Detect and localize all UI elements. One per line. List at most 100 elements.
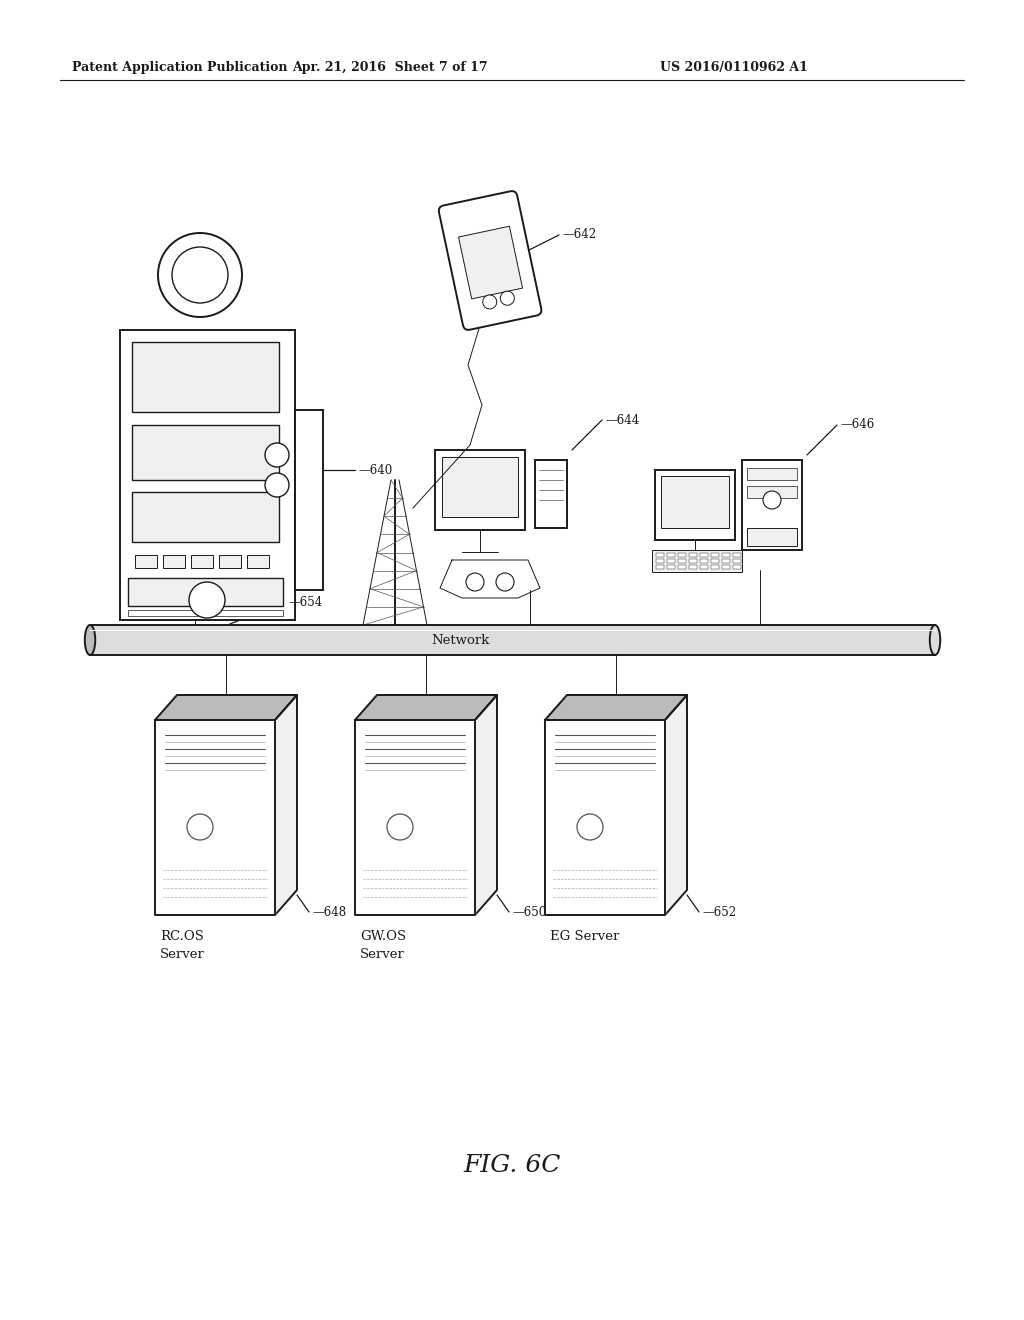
Text: Patent Application Publication: Patent Application Publication bbox=[72, 62, 288, 74]
Bar bbox=[135, 554, 157, 568]
Text: EG Server: EG Server bbox=[550, 931, 620, 944]
Bar bbox=[128, 610, 283, 616]
Bar bbox=[196, 591, 214, 602]
Polygon shape bbox=[275, 696, 297, 915]
Bar bbox=[152, 591, 170, 602]
Circle shape bbox=[189, 582, 225, 618]
Bar bbox=[678, 565, 686, 569]
Bar bbox=[722, 565, 730, 569]
Bar bbox=[191, 554, 213, 568]
Circle shape bbox=[496, 573, 514, 591]
Bar bbox=[711, 558, 719, 564]
Text: —646: —646 bbox=[840, 418, 874, 432]
Polygon shape bbox=[475, 696, 497, 915]
Bar bbox=[174, 591, 193, 602]
Bar bbox=[700, 558, 708, 564]
Bar bbox=[656, 565, 664, 569]
Bar bbox=[655, 470, 735, 540]
Circle shape bbox=[466, 573, 484, 591]
Polygon shape bbox=[545, 696, 687, 719]
Circle shape bbox=[187, 814, 213, 840]
Bar bbox=[722, 553, 730, 557]
Text: —654: —654 bbox=[288, 595, 323, 609]
Polygon shape bbox=[665, 696, 687, 915]
Circle shape bbox=[501, 292, 514, 305]
Bar bbox=[733, 565, 741, 569]
Bar bbox=[667, 558, 675, 564]
Bar bbox=[90, 624, 935, 655]
FancyBboxPatch shape bbox=[439, 191, 542, 330]
Bar bbox=[132, 425, 279, 480]
Circle shape bbox=[158, 234, 242, 317]
Bar bbox=[442, 457, 518, 517]
Polygon shape bbox=[545, 719, 665, 915]
Ellipse shape bbox=[930, 624, 940, 655]
Polygon shape bbox=[440, 560, 540, 598]
Circle shape bbox=[482, 294, 497, 309]
Bar bbox=[130, 591, 148, 602]
Circle shape bbox=[763, 491, 781, 510]
Text: —644: —644 bbox=[605, 413, 639, 426]
Bar bbox=[174, 578, 193, 587]
Polygon shape bbox=[355, 719, 475, 915]
Bar bbox=[746, 486, 797, 498]
Text: Server: Server bbox=[360, 949, 404, 961]
Text: —640: —640 bbox=[358, 463, 392, 477]
Bar bbox=[262, 578, 280, 587]
Text: Apr. 21, 2016  Sheet 7 of 17: Apr. 21, 2016 Sheet 7 of 17 bbox=[292, 62, 487, 74]
Polygon shape bbox=[155, 719, 275, 915]
Bar bbox=[240, 578, 258, 587]
Bar bbox=[262, 591, 280, 602]
Bar bbox=[218, 591, 236, 602]
Bar bbox=[689, 565, 697, 569]
Bar bbox=[132, 342, 279, 412]
Text: —652: —652 bbox=[702, 906, 736, 919]
Bar bbox=[459, 226, 522, 298]
Bar bbox=[689, 558, 697, 564]
Bar bbox=[295, 411, 323, 590]
Bar bbox=[656, 558, 664, 564]
Bar bbox=[700, 553, 708, 557]
Bar bbox=[219, 554, 241, 568]
Bar bbox=[656, 553, 664, 557]
Bar bbox=[435, 450, 525, 531]
Polygon shape bbox=[355, 696, 497, 719]
Text: —642: —642 bbox=[562, 228, 596, 242]
Bar bbox=[218, 578, 236, 587]
Bar bbox=[120, 330, 295, 620]
Bar bbox=[678, 553, 686, 557]
Bar bbox=[742, 459, 802, 550]
Text: Network: Network bbox=[431, 634, 489, 647]
Polygon shape bbox=[155, 696, 297, 719]
Ellipse shape bbox=[85, 624, 95, 655]
Bar bbox=[711, 565, 719, 569]
Bar bbox=[733, 553, 741, 557]
Bar bbox=[240, 591, 258, 602]
Bar bbox=[689, 553, 697, 557]
Bar bbox=[196, 578, 214, 587]
Bar bbox=[132, 492, 279, 543]
Bar bbox=[746, 469, 797, 480]
Bar bbox=[163, 554, 185, 568]
Bar bbox=[130, 578, 148, 587]
Text: Server: Server bbox=[160, 949, 205, 961]
Bar bbox=[247, 554, 269, 568]
Bar bbox=[152, 578, 170, 587]
Bar bbox=[667, 553, 675, 557]
Bar bbox=[662, 477, 729, 528]
Text: —650: —650 bbox=[512, 906, 546, 919]
Text: FIG. 6C: FIG. 6C bbox=[463, 1154, 561, 1176]
Bar bbox=[722, 558, 730, 564]
Bar bbox=[733, 558, 741, 564]
Bar bbox=[678, 558, 686, 564]
Bar bbox=[667, 565, 675, 569]
Bar bbox=[711, 553, 719, 557]
Circle shape bbox=[265, 444, 289, 467]
Bar bbox=[535, 459, 567, 528]
Circle shape bbox=[577, 814, 603, 840]
Circle shape bbox=[387, 814, 413, 840]
Bar bbox=[128, 578, 283, 606]
Text: US 2016/0110962 A1: US 2016/0110962 A1 bbox=[660, 62, 808, 74]
Text: RC.OS: RC.OS bbox=[160, 931, 204, 944]
Circle shape bbox=[172, 247, 228, 304]
